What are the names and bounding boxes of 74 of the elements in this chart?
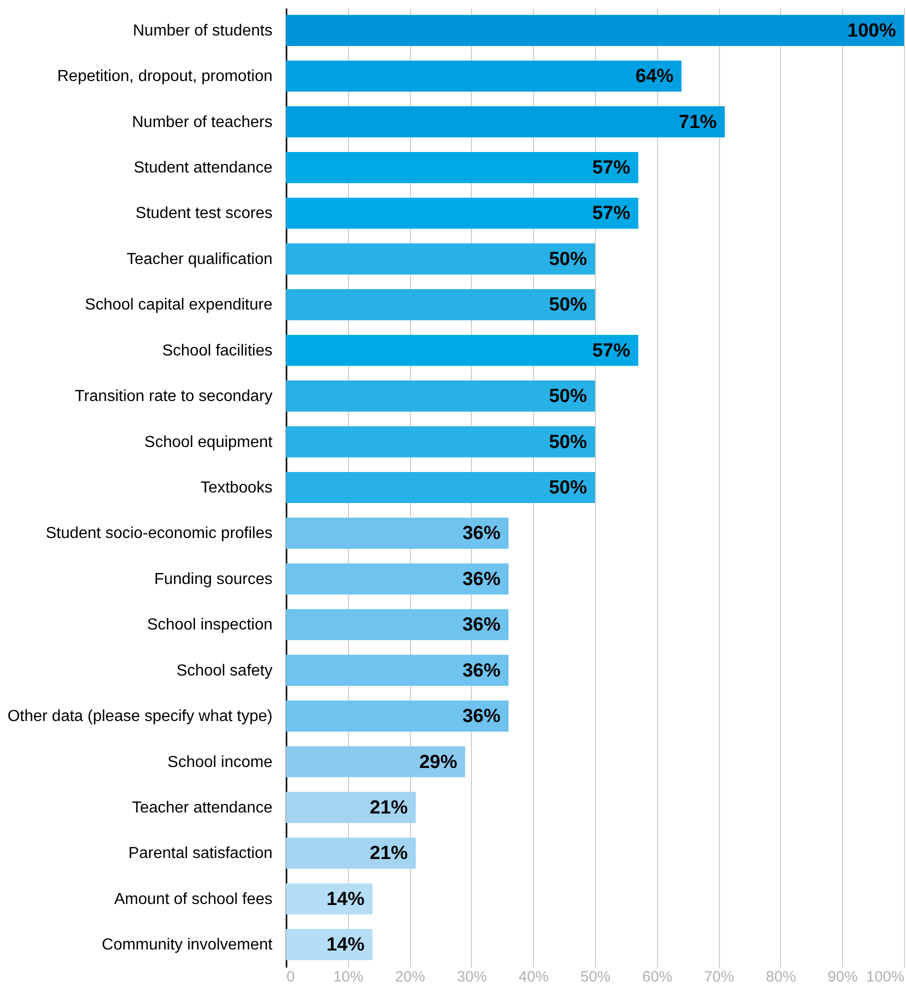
y-tick-label: Student attendance bbox=[134, 160, 273, 177]
bar bbox=[286, 609, 508, 640]
data-label: 36% bbox=[462, 706, 501, 728]
data-label: 71% bbox=[678, 112, 717, 133]
x-tick-label: 20% bbox=[395, 968, 426, 986]
bar bbox=[286, 563, 508, 594]
data-label: 50% bbox=[548, 478, 588, 498]
data-label: 29% bbox=[419, 752, 458, 773]
y-tick-label: Number of students bbox=[132, 22, 272, 40]
data-label: 50% bbox=[548, 432, 588, 453]
y-tick-label: Transition rate to secondary bbox=[74, 388, 272, 406]
x-tick-label: 90% bbox=[828, 968, 858, 986]
x-tick-label: 70% bbox=[704, 968, 734, 986]
bar bbox=[286, 654, 508, 686]
data-label: 57% bbox=[592, 340, 630, 362]
data-label: 50% bbox=[548, 386, 588, 408]
bar bbox=[286, 289, 595, 320]
bar bbox=[286, 106, 725, 138]
x-tick-label: 10% bbox=[333, 968, 364, 986]
data-label: 100% bbox=[847, 20, 896, 42]
y-tick-label: Parental satisfaction bbox=[128, 845, 272, 862]
data-label: 57% bbox=[592, 203, 630, 224]
data-label: 36% bbox=[462, 614, 501, 636]
y-tick-label: Teacher attendance bbox=[132, 799, 273, 816]
bar bbox=[286, 746, 466, 778]
bar bbox=[286, 883, 373, 914]
data-label: 50% bbox=[548, 248, 588, 270]
x-tick-label: 50% bbox=[580, 968, 611, 986]
bar bbox=[286, 380, 595, 412]
y-tick-label: School income bbox=[168, 754, 273, 771]
x-tick-label: 0 bbox=[286, 968, 295, 986]
y-tick-label: Community involvement bbox=[102, 936, 274, 954]
y-tick-label: Amount of school fees bbox=[114, 890, 272, 908]
y-tick-label: Funding sources bbox=[154, 570, 272, 588]
y-tick-label: Teacher qualification bbox=[126, 250, 272, 268]
y-tick-label: Other data (please specify what type) bbox=[7, 708, 272, 726]
x-tick-label: 30% bbox=[456, 968, 487, 986]
y-tick-label: School inspection bbox=[147, 616, 272, 634]
bar bbox=[286, 198, 638, 229]
bar bbox=[286, 60, 682, 92]
bar bbox=[286, 426, 595, 458]
y-tick-label: Student socio-economic profiles bbox=[46, 525, 272, 542]
bar bbox=[286, 838, 416, 869]
y-tick-label: Textbooks bbox=[200, 480, 272, 496]
data-label: 64% bbox=[635, 66, 674, 88]
y-tick-label: Repetition, dropout, promotion bbox=[57, 68, 272, 86]
x-tick-label: 80% bbox=[766, 968, 796, 986]
x-tick-label: 100% bbox=[866, 968, 904, 986]
x-tick-label: 40% bbox=[518, 968, 549, 986]
data-label: 36% bbox=[462, 568, 501, 590]
data-label: 21% bbox=[370, 843, 408, 864]
y-tick-label: School capital expenditure bbox=[84, 296, 273, 314]
bar bbox=[286, 792, 416, 824]
y-tick-label: School safety bbox=[176, 662, 272, 680]
y-tick-label: School equipment bbox=[144, 434, 274, 451]
data-label: 14% bbox=[326, 934, 365, 956]
bar bbox=[286, 929, 373, 960]
x-tick-label: 60% bbox=[642, 968, 672, 986]
bar bbox=[286, 334, 638, 366]
bar bbox=[286, 472, 595, 504]
data-label: 36% bbox=[462, 660, 501, 682]
data-label: 50% bbox=[548, 294, 588, 316]
bar bbox=[286, 243, 595, 274]
y-tick-label: Student test scores bbox=[136, 205, 272, 222]
y-tick-label: Number of teachers bbox=[132, 114, 272, 131]
bar bbox=[286, 518, 508, 549]
bar bbox=[286, 700, 508, 732]
data-label: 21% bbox=[370, 797, 408, 818]
y-tick-label: School facilities bbox=[162, 342, 272, 360]
data-label: 14% bbox=[326, 888, 365, 910]
data-label: 57% bbox=[592, 158, 630, 179]
bar bbox=[286, 152, 638, 184]
data-label: 36% bbox=[462, 523, 501, 544]
bar bbox=[286, 14, 904, 46]
